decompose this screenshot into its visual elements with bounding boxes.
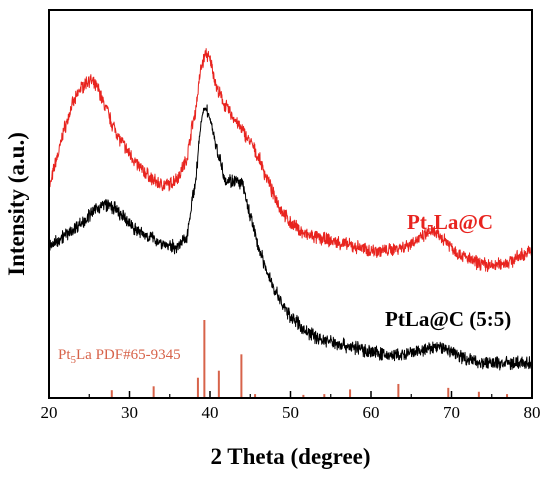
- plot-frame: [48, 9, 533, 399]
- x-tick-label: 40: [202, 403, 219, 422]
- series-label-pt5la: Pt5La@C: [407, 210, 493, 238]
- x-tick-label: 50: [282, 403, 299, 422]
- reference-label: Pt5La PDF#65-9345: [58, 347, 181, 366]
- y-axis-title: Intensity (a.u.): [4, 132, 29, 276]
- x-tick-label: 70: [443, 403, 460, 422]
- reference-label-main: Pt: [58, 347, 71, 363]
- series-line-pt5la: [48, 48, 533, 273]
- series-label-pt5la-rest: La@C: [434, 210, 493, 234]
- x-ticks: 20 30 40 50 60 70 80: [41, 391, 541, 422]
- series-label-pt5la-main: Pt: [407, 210, 427, 234]
- x-tick-label: 30: [121, 403, 138, 422]
- x-tick-label: 60: [363, 403, 380, 422]
- reference-sticks: [110, 320, 509, 398]
- x-tick-label: 20: [41, 403, 58, 422]
- x-axis-title: 2 Theta (degree): [210, 444, 370, 469]
- series-line-ptla: [48, 104, 533, 371]
- reference-label-subscript: 5: [71, 354, 77, 366]
- series-lines: [48, 48, 533, 371]
- series-label-ptla: PtLa@C (5:5): [385, 307, 511, 331]
- x-tick-label: 80: [524, 403, 541, 422]
- series-label-pt5la-subscript: 5: [427, 223, 434, 238]
- reference-label-rest: La PDF#65-9345: [76, 347, 181, 363]
